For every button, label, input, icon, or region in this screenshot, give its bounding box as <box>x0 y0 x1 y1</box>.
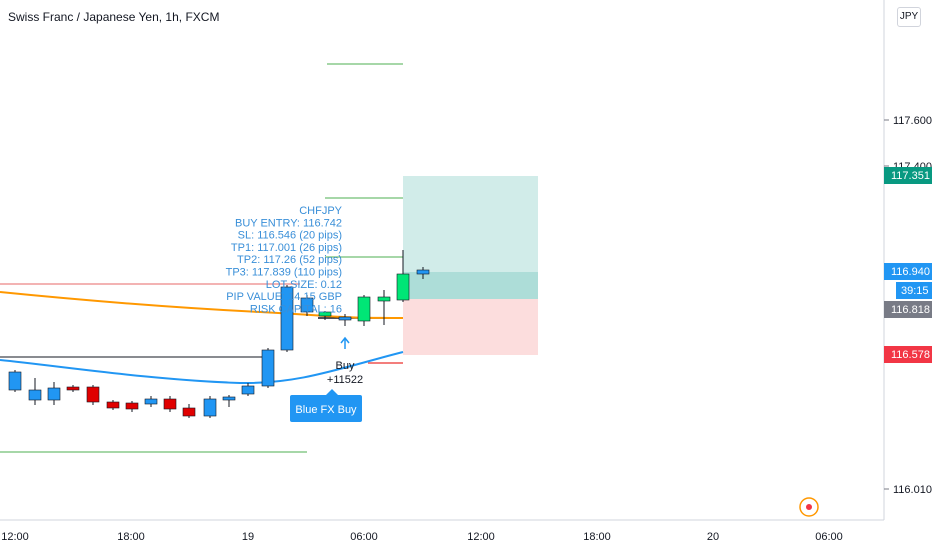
svg-text:117.351: 117.351 <box>891 170 930 182</box>
blue-moving-average <box>0 351 404 385</box>
candle <box>86 385 100 405</box>
trade-info-line: LOT SIZE: 0.12 <box>266 279 342 291</box>
candle <box>318 311 332 320</box>
price-tick: 117.600 <box>893 115 932 127</box>
blue-fx-buy-button[interactable]: Blue FX Buy <box>290 389 362 422</box>
candle <box>377 290 391 325</box>
loss-zone <box>403 299 538 355</box>
trade-info-line: CHFJPY <box>299 205 342 217</box>
candle <box>416 267 430 279</box>
trade-info-line: TP2: 117.26 (52 pips) <box>237 254 342 266</box>
candle <box>300 295 314 316</box>
candle <box>222 395 236 407</box>
trade-info-line: RISK CAPITAL: 16 <box>250 303 342 315</box>
time-tick: 19 <box>242 531 254 543</box>
orange-moving-average <box>0 291 404 319</box>
time-axis[interactable]: 12:00 18:00 19 06:00 12:00 18:00 20 06:0… <box>1 531 843 543</box>
candle <box>8 370 22 392</box>
buy-signal-value: +11522 <box>327 374 363 386</box>
buy-signal: Buy +11522 <box>327 336 363 386</box>
price-tag-countdown: 39:15 <box>896 282 932 299</box>
time-tick: 18:00 <box>117 531 145 543</box>
candle <box>338 314 352 326</box>
buy-signal-label: Buy <box>336 360 355 372</box>
candle <box>357 295 371 326</box>
time-tick: 12:00 <box>467 531 495 543</box>
price-tag-stop: 116.578 <box>884 346 932 363</box>
candle <box>203 396 217 418</box>
up-arrow-icon <box>340 336 350 349</box>
candle <box>66 385 80 392</box>
profit-zone <box>403 176 538 299</box>
candle <box>163 396 177 412</box>
trade-info-line: TP3: 117.839 (110 pips) <box>226 267 342 279</box>
time-tick: 06:00 <box>350 531 378 543</box>
time-tick: 12:00 <box>1 531 29 543</box>
trade-info-line: BUY ENTRY: 116.742 <box>235 217 342 229</box>
candle <box>47 382 61 405</box>
profit-zone-entry-band <box>403 272 538 299</box>
candle <box>144 396 158 407</box>
chart-title: Swiss Franc / Japanese Yen, 1h, FXCM <box>8 10 219 24</box>
trade-info-line: SL: 116.546 (20 pips) <box>238 230 342 242</box>
candle <box>125 401 139 412</box>
svg-text:116.940: 116.940 <box>891 266 930 278</box>
time-tick: 20 <box>707 531 719 543</box>
price-tag-entry: 116.818 <box>884 301 932 318</box>
time-tick: 18:00 <box>583 531 611 543</box>
candlestick-series <box>8 250 430 418</box>
price-tag-current: 116.940 <box>884 263 932 280</box>
candle <box>280 285 294 352</box>
candle <box>182 404 196 418</box>
candle <box>106 400 120 410</box>
currency-button[interactable]: JPY <box>897 7 921 27</box>
price-tick: 116.010 <box>893 484 932 496</box>
svg-text:116.578: 116.578 <box>891 349 930 361</box>
blue-fx-buy-label: Blue FX Buy <box>295 404 357 416</box>
alert-clock-icon[interactable] <box>799 497 819 517</box>
svg-text:116.818: 116.818 <box>891 304 930 316</box>
candle <box>28 378 42 405</box>
candle <box>396 250 410 302</box>
time-tick: 06:00 <box>815 531 843 543</box>
candle <box>261 348 275 388</box>
candle <box>241 383 255 396</box>
trade-info-line: PIP VALUE: 14.15 GBP <box>226 291 342 303</box>
price-tag-tp: 117.351 <box>884 167 932 184</box>
trade-info-line: TP1: 117.001 (26 pips) <box>231 242 342 254</box>
svg-text:39:15: 39:15 <box>901 285 929 297</box>
